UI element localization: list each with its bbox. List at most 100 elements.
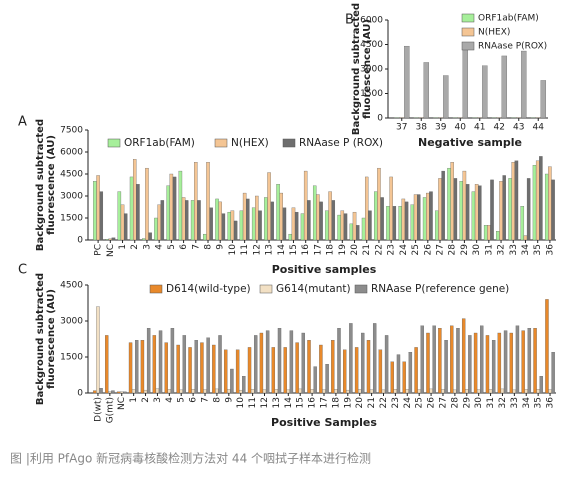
x-tick-label: 10 xyxy=(236,397,246,409)
bar xyxy=(398,206,402,241)
bar xyxy=(218,335,222,394)
x-tick-label: 35 xyxy=(534,397,544,408)
bar xyxy=(166,185,170,241)
bar xyxy=(235,349,240,394)
bar xyxy=(390,361,394,394)
panel-label: A xyxy=(18,115,27,130)
bar xyxy=(230,210,235,241)
bar xyxy=(429,388,433,394)
bar xyxy=(264,197,268,241)
bar xyxy=(404,201,409,241)
x-tick-label: 44 xyxy=(533,123,545,133)
x-tick-label: 14 xyxy=(277,244,287,256)
y-axis-title: fluorescence (AU) xyxy=(362,19,373,119)
bar xyxy=(548,166,552,241)
y-tick-label: 6000 xyxy=(360,16,383,26)
y-tick-label: 3000 xyxy=(360,65,383,75)
bar xyxy=(146,328,151,394)
bar xyxy=(386,206,390,241)
bar xyxy=(499,181,503,241)
bar xyxy=(160,200,165,241)
x-tick-label: 36 xyxy=(546,397,556,409)
legend-label: ORF1ab(FAM) xyxy=(124,137,195,149)
bar xyxy=(197,200,201,241)
bar xyxy=(491,340,496,394)
bar xyxy=(108,238,113,241)
x-tick-label: 27 xyxy=(438,397,448,408)
bar xyxy=(532,165,537,241)
bar xyxy=(548,389,552,394)
bar xyxy=(279,192,284,241)
bar xyxy=(404,45,410,119)
bar xyxy=(524,389,528,394)
legend-swatch xyxy=(282,138,296,148)
bar xyxy=(485,335,490,394)
x-tick-label: 27 xyxy=(436,244,446,255)
bar xyxy=(203,233,207,241)
x-tick-label: 20 xyxy=(355,397,365,409)
y-tick-label: 4500 xyxy=(360,40,383,50)
x-tick-label: D(wt) xyxy=(93,397,103,422)
bar xyxy=(501,55,508,119)
bar xyxy=(143,389,148,394)
x-tick-label: 5 xyxy=(177,397,187,403)
bar xyxy=(307,200,311,241)
x-tick-label: 18 xyxy=(331,397,341,409)
bar xyxy=(170,328,175,394)
bar xyxy=(417,194,421,241)
bar xyxy=(483,225,488,241)
bar xyxy=(319,201,323,241)
bar xyxy=(426,332,430,394)
x-tick-label: 16 xyxy=(308,397,318,409)
bar xyxy=(372,323,377,394)
bar xyxy=(468,335,472,394)
bar xyxy=(325,210,329,241)
legend-swatch xyxy=(461,13,475,23)
bar xyxy=(545,299,549,394)
bar xyxy=(132,159,137,241)
bar xyxy=(352,211,357,241)
bar xyxy=(185,200,189,241)
bar xyxy=(488,389,493,394)
x-tick-label: 16 xyxy=(301,244,311,256)
bar xyxy=(313,366,317,394)
bar xyxy=(361,332,365,394)
bar xyxy=(307,340,311,394)
x-tick-label: 2 xyxy=(141,397,151,403)
bar xyxy=(188,347,192,394)
bar xyxy=(462,47,469,119)
bar xyxy=(221,213,226,241)
x-tick-label: NC xyxy=(106,244,116,257)
x-tick-label: 11 xyxy=(248,397,258,408)
bar xyxy=(230,368,234,394)
bar xyxy=(514,160,519,241)
bar xyxy=(496,231,500,241)
bar xyxy=(497,332,502,394)
y-tick-label: 1500 xyxy=(360,89,383,99)
bar xyxy=(515,325,520,394)
bar xyxy=(140,340,145,394)
bar xyxy=(251,207,256,241)
x-tick-label: 9 xyxy=(216,244,226,250)
bar xyxy=(258,210,262,241)
bar xyxy=(369,389,374,394)
bar xyxy=(443,75,449,119)
y-tick-label: 7500 xyxy=(60,126,83,136)
bar xyxy=(116,391,121,394)
y-tick-label: 0 xyxy=(377,114,383,124)
y-tick-label: 4500 xyxy=(60,281,83,291)
bar xyxy=(401,198,406,241)
bar xyxy=(374,191,378,241)
x-tick-label: 35 xyxy=(533,244,543,255)
bar xyxy=(417,389,421,394)
x-tick-label: 10 xyxy=(228,244,238,256)
caption: 图 |利用 PfAgo 新冠病毒核酸检测方法对 44 个咽拭子样本进行检测 xyxy=(10,451,371,466)
bar xyxy=(169,173,174,241)
bar xyxy=(490,179,494,241)
bar xyxy=(176,344,180,394)
y-axis-title: fluorescence (AU) xyxy=(46,289,57,389)
bar xyxy=(337,328,341,394)
bar xyxy=(182,335,187,394)
x-tick-label: PC xyxy=(94,244,104,256)
bar xyxy=(521,330,525,394)
